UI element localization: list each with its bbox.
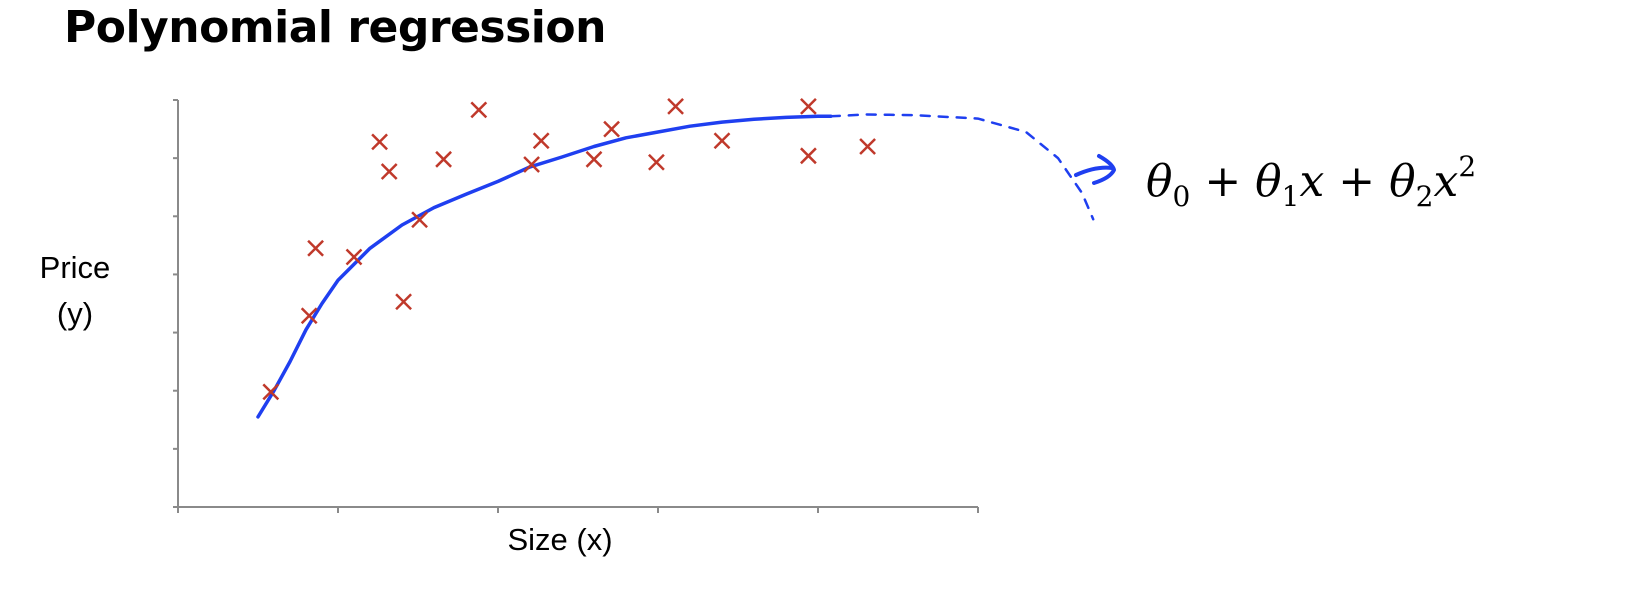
data-point <box>713 132 731 150</box>
y-axis-label-line-1: Price <box>39 250 111 285</box>
data-point-stroke <box>713 132 731 150</box>
data-point-stroke <box>262 383 280 401</box>
data-point <box>523 156 540 173</box>
data-point-stroke <box>667 98 684 115</box>
data-point <box>603 120 620 138</box>
y-axis-label-line-2: (y) <box>56 296 94 331</box>
arrow-shaft <box>1074 165 1114 177</box>
data-point-stroke <box>532 132 550 150</box>
formula-superscript: 2 <box>1458 150 1476 183</box>
fit-curve-solid <box>256 114 833 419</box>
data-point <box>345 248 363 266</box>
data-point <box>262 383 280 401</box>
formula-term: x + θ <box>1300 156 1416 207</box>
data-point <box>395 293 412 311</box>
data-points <box>262 98 876 401</box>
data-point-stroke <box>395 293 412 311</box>
data-point-stroke <box>371 133 388 151</box>
data-point <box>371 133 388 151</box>
formula-text: θ0 + θ1x + θ2x2 <box>1146 150 1476 213</box>
data-point <box>470 101 488 119</box>
data-point <box>532 132 550 150</box>
data-point-stroke <box>523 156 540 173</box>
data-point <box>307 239 324 257</box>
data-point <box>859 138 876 155</box>
data-point-stroke <box>435 150 452 168</box>
formula-subscript: 1 <box>1282 180 1300 213</box>
formula-term: θ <box>1146 156 1173 207</box>
data-point-stroke <box>603 120 620 138</box>
data-point <box>667 98 684 115</box>
data-point-stroke <box>380 163 398 180</box>
data-point-stroke <box>470 101 488 119</box>
data-point-stroke <box>307 239 324 257</box>
data-point <box>380 163 398 180</box>
fit-curve-extrapolation <box>829 113 1095 221</box>
fit-curve <box>256 113 1095 419</box>
data-point <box>435 150 452 168</box>
axes <box>173 99 979 513</box>
data-point <box>800 98 817 115</box>
formula-term: x <box>1433 156 1458 207</box>
data-point <box>300 307 318 325</box>
data-point <box>800 147 817 165</box>
formula-annotation: θ0 + θ1x + θ2x2 <box>1074 150 1476 213</box>
y-axis-label: Price (y) <box>20 245 130 337</box>
data-point-stroke <box>859 138 876 155</box>
data-point-stroke <box>345 248 363 266</box>
data-point-stroke <box>800 147 817 165</box>
x-axis-label: Size (x) <box>507 522 613 557</box>
formula-subscript: 0 <box>1173 180 1191 213</box>
data-point <box>648 153 665 171</box>
data-point-stroke <box>411 211 428 229</box>
data-point-stroke <box>585 150 603 168</box>
data-point <box>411 211 428 229</box>
data-point-stroke <box>800 98 817 115</box>
slide-title: Polynomial regression <box>64 2 606 53</box>
formula-term: + θ <box>1190 156 1281 207</box>
data-point <box>585 150 603 168</box>
data-point-stroke <box>300 307 318 325</box>
formula-subscript: 2 <box>1416 180 1434 213</box>
data-point-stroke <box>648 153 665 171</box>
arrow-head <box>1092 154 1116 185</box>
